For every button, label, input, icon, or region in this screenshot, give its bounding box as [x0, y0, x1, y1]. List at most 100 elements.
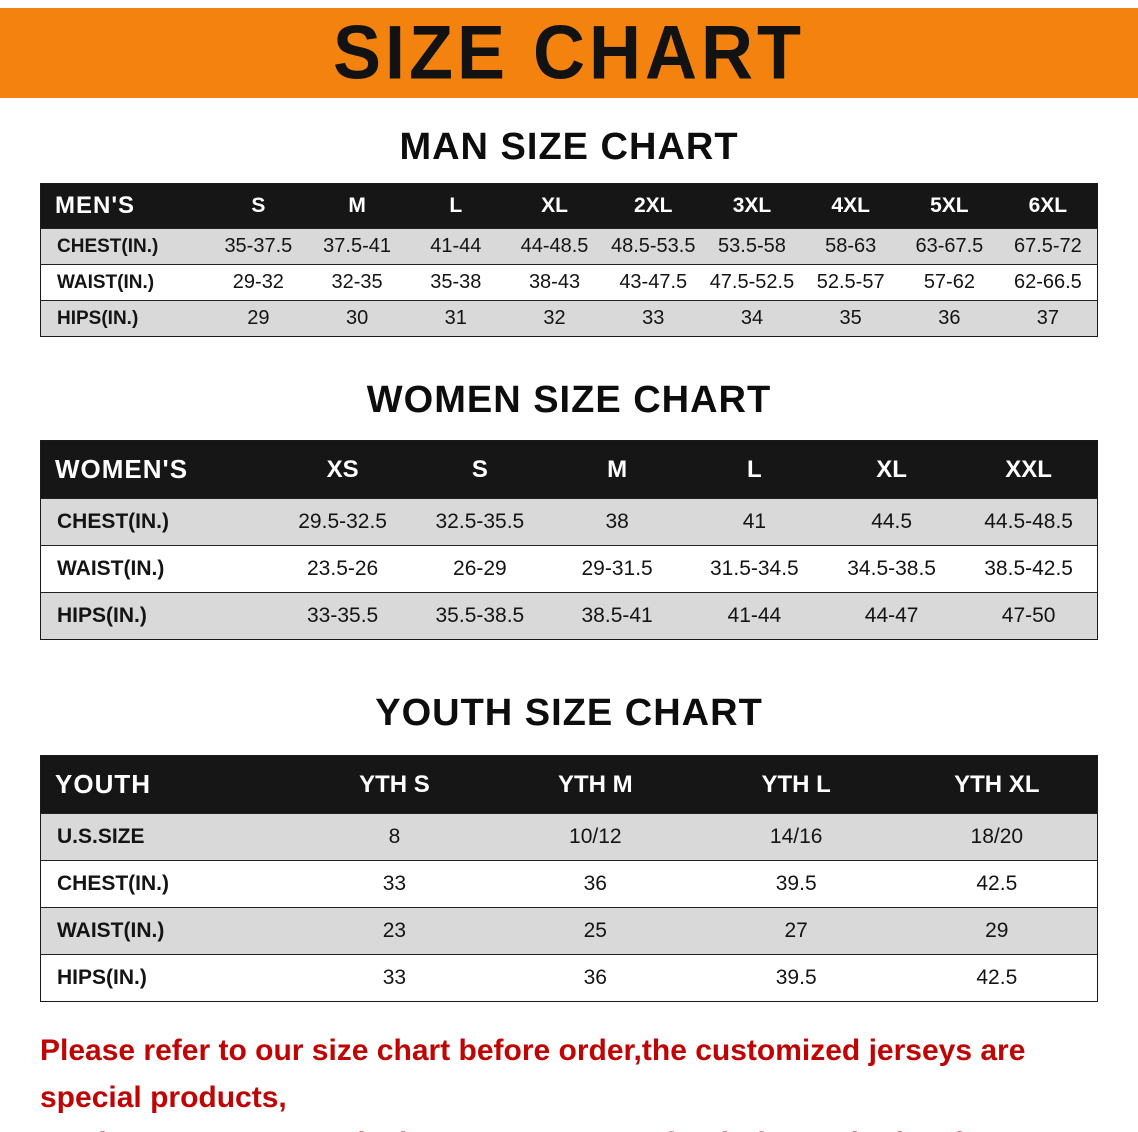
women-section: WOMEN SIZE CHART WOMEN'S XS S M L XL XXL CHEST… — [0, 379, 1138, 640]
youth-table-header-row: YOUTH YTH S YTH M YTH L YTH XL — [40, 755, 1098, 814]
value-cell: 41 — [685, 498, 823, 546]
value-cell: 38.5-41 — [548, 592, 686, 640]
value-cell: 67.5-72 — [998, 228, 1098, 265]
women-table-body: CHEST(IN.) 29.5-32.5 32.5-35.5 38 41 44.5 44.5… — [40, 498, 1098, 640]
value-cell: 41-44 — [406, 228, 506, 265]
size-header-cell: 2XL — [603, 183, 703, 229]
value-cell: 35-37.5 — [209, 228, 308, 265]
size-header-cell: XXL — [960, 440, 1098, 499]
table-row: HIPS(IN.) 33-35.5 35.5-38.5 38.5-41 41-44 44-… — [40, 592, 1098, 640]
value-cell: 23.5-26 — [274, 545, 412, 593]
value-cell: 42.5 — [896, 954, 1098, 1002]
value-cell: 26-29 — [411, 545, 549, 593]
table-title-cell: YOUTH — [40, 755, 294, 814]
value-cell: 29 — [209, 300, 308, 337]
size-header-cell: XL — [505, 183, 604, 229]
value-cell: 10/12 — [494, 813, 696, 861]
value-cell: 39.5 — [695, 954, 897, 1002]
size-header-cell: XL — [823, 440, 961, 499]
value-cell: 58-63 — [801, 228, 901, 265]
value-cell: 44.5 — [823, 498, 961, 546]
value-cell: 47-50 — [960, 592, 1098, 640]
value-cell: 38.5-42.5 — [960, 545, 1098, 593]
women-table-header-row: WOMEN'S XS S M L XL XXL — [40, 440, 1098, 499]
size-header-cell: 4XL — [801, 183, 901, 229]
value-cell: 57-62 — [900, 264, 999, 301]
row-label-cell: WAIST(IN.) — [40, 545, 274, 593]
size-chart-banner: SIZE CHART — [0, 8, 1138, 98]
value-cell: 36 — [900, 300, 999, 337]
size-header-cell: M — [307, 183, 407, 229]
value-cell: 31 — [406, 300, 506, 337]
value-cell: 33 — [294, 954, 495, 1002]
row-label-cell: HIPS(IN.) — [40, 592, 274, 640]
size-header-cell: M — [548, 440, 686, 499]
value-cell: 37.5-41 — [307, 228, 407, 265]
value-cell: 41-44 — [685, 592, 823, 640]
youth-section: YOUTH SIZE CHART YOUTH YTH S YTH M YTH L YTH… — [0, 692, 1138, 1002]
women-section-heading: WOMEN SIZE CHART — [366, 379, 772, 421]
value-cell: 38-43 — [505, 264, 604, 301]
value-cell: 47.5-52.5 — [702, 264, 802, 301]
size-header-cell: YTH M — [494, 755, 696, 814]
size-header-cell: 3XL — [702, 183, 802, 229]
table-row: WAIST(IN.) 29-32 32-35 35-38 38-43 43-47.5 47.… — [40, 264, 1098, 301]
value-cell: 31.5-34.5 — [685, 545, 823, 593]
value-cell: 35-38 — [406, 264, 506, 301]
women-size-table: WOMEN'S XS S M L XL XXL CHEST(IN.) 29.5-32.5 32.… — [40, 440, 1098, 640]
value-cell: 44-48.5 — [505, 228, 604, 265]
table-row: HIPS(IN.) 29 30 31 32 33 34 35 36 37 — [40, 300, 1098, 337]
value-cell: 33 — [603, 300, 703, 337]
value-cell: 43-47.5 — [603, 264, 703, 301]
men-table-header-row: MEN'S S M L XL 2XL 3XL 4XL 5XL 6XL — [40, 183, 1098, 229]
table-title-cell: MEN'S — [40, 183, 209, 229]
value-cell: 8 — [294, 813, 495, 861]
row-label-cell: WAIST(IN.) — [40, 907, 294, 955]
youth-section-heading: YOUTH SIZE CHART — [375, 692, 763, 734]
value-cell: 35 — [801, 300, 901, 337]
value-cell: 18/20 — [896, 813, 1098, 861]
value-cell: 29-32 — [209, 264, 308, 301]
size-header-cell: YTH XL — [896, 755, 1098, 814]
value-cell: 32-35 — [307, 264, 407, 301]
value-cell: 44-47 — [823, 592, 961, 640]
value-cell: 23 — [294, 907, 495, 955]
value-cell: 27 — [695, 907, 897, 955]
size-header-cell: 5XL — [900, 183, 999, 229]
value-cell: 48.5-53.5 — [603, 228, 703, 265]
men-section-heading: MAN SIZE CHART — [399, 126, 739, 168]
value-cell: 32 — [505, 300, 604, 337]
table-row: HIPS(IN.) 33 36 39.5 42.5 — [40, 954, 1098, 1002]
value-cell: 63-67.5 — [900, 228, 999, 265]
value-cell: 33 — [294, 860, 495, 908]
value-cell: 33-35.5 — [274, 592, 412, 640]
table-row: WAIST(IN.) 23.5-26 26-29 29-31.5 31.5-34.5 34… — [40, 545, 1098, 593]
youth-table-body: U.S.SIZE 8 10/12 14/16 18/20 CHEST(IN.) 33 36 39… — [40, 813, 1098, 1002]
table-title-cell: WOMEN'S — [40, 440, 274, 499]
value-cell: 39.5 — [695, 860, 897, 908]
table-row: CHEST(IN.) 35-37.5 37.5-41 41-44 44-48.5 48.5… — [40, 228, 1098, 265]
table-row: CHEST(IN.) 33 36 39.5 42.5 — [40, 860, 1098, 908]
value-cell: 30 — [307, 300, 407, 337]
row-label-cell: CHEST(IN.) — [40, 860, 294, 908]
size-header-cell: L — [685, 440, 823, 499]
value-cell: 29 — [896, 907, 1098, 955]
value-cell: 37 — [998, 300, 1098, 337]
men-size-table: MEN'S S M L XL 2XL 3XL 4XL 5XL 6XL CHEST(IN.) 35-3… — [40, 183, 1098, 337]
row-label-cell: U.S.SIZE — [40, 813, 294, 861]
value-cell: 36 — [494, 954, 696, 1002]
size-header-cell: S — [411, 440, 549, 499]
page-title: SIZE CHART — [333, 10, 805, 96]
size-header-cell: YTH L — [695, 755, 897, 814]
row-label-cell: HIPS(IN.) — [40, 300, 209, 337]
value-cell: 34.5-38.5 — [823, 545, 961, 593]
disclaimer-text: Please refer to our size chart before or… — [40, 1028, 1114, 1132]
value-cell: 35.5-38.5 — [411, 592, 549, 640]
disclaimer-line-1: Please refer to our size chart before or… — [40, 1034, 1026, 1114]
value-cell: 38 — [548, 498, 686, 546]
value-cell: 14/16 — [695, 813, 897, 861]
value-cell: 29-31.5 — [548, 545, 686, 593]
men-section: MAN SIZE CHART MEN'S S M L XL 2XL 3XL 4XL 5XL 6XL… — [0, 126, 1138, 337]
youth-size-table: YOUTH YTH S YTH M YTH L YTH XL U.S.SIZE 8 10/1… — [40, 755, 1098, 1002]
table-row: WAIST(IN.) 23 25 27 29 — [40, 907, 1098, 955]
